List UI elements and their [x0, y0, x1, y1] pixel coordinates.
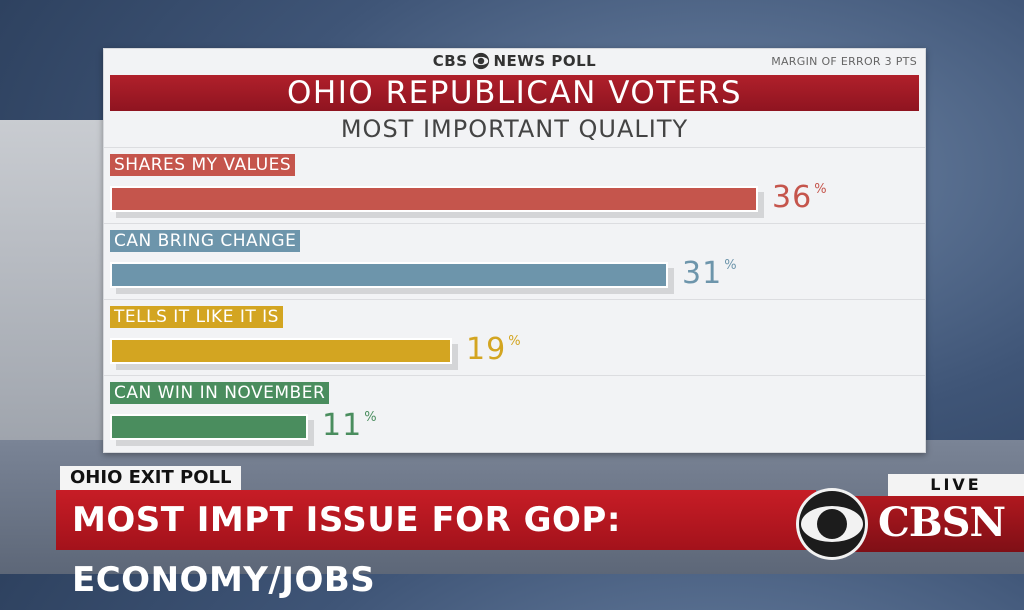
category-label: TELLS IT LIKE IT IS	[110, 306, 283, 328]
exit-poll-label: OHIO EXIT POLL	[60, 466, 242, 490]
network-bug	[852, 496, 1024, 552]
bar	[110, 262, 668, 288]
margin-of-error: MARGIN OF ERROR 3 PTS	[771, 55, 917, 68]
bar-row: TELLS IT LIKE IT IS 19%	[104, 299, 925, 376]
bar	[110, 414, 308, 440]
brand-prefix: CBS	[432, 52, 468, 70]
percent-sign: %	[724, 258, 738, 273]
network-name: CBSN	[878, 499, 1006, 546]
bar-row: CAN BRING CHANGE 31%	[104, 223, 925, 300]
category-label: SHARES MY VALUES	[110, 154, 296, 176]
cbs-eye-icon	[796, 488, 868, 560]
bar-row: SHARES MY VALUES 36%	[104, 147, 925, 224]
headline-ticker: MOST IMPT ISSUE FOR GOP: ECONOMY/JOBS	[56, 490, 816, 600]
chart-subtitle: MOST IMPORTANT QUALITY	[340, 115, 689, 143]
bar-row: CAN WIN IN NOVEMBER 11%	[104, 375, 925, 452]
value-label: 31%	[682, 256, 738, 291]
poll-graphic-panel: CBS NEWS POLL MARGIN OF ERROR 3 PTS OHIO…	[103, 48, 926, 453]
bar	[110, 186, 758, 212]
chart-title: OHIO REPUBLICAN VOTERS	[110, 75, 919, 111]
brand-suffix: NEWS POLL	[493, 52, 597, 70]
cbs-eye-icon	[472, 52, 489, 70]
live-badge: LIVE	[888, 474, 1024, 496]
percent-sign: %	[814, 182, 828, 197]
value-label: 11%	[322, 408, 378, 443]
category-label: CAN WIN IN NOVEMBER	[110, 382, 330, 404]
value-label: 19%	[466, 332, 522, 367]
bar	[110, 338, 452, 364]
percent-sign: %	[364, 410, 378, 425]
brand-header: CBS NEWS POLL	[104, 52, 925, 70]
value-label: 36%	[772, 180, 828, 215]
percent-sign: %	[508, 334, 522, 349]
category-label: CAN BRING CHANGE	[110, 230, 301, 252]
